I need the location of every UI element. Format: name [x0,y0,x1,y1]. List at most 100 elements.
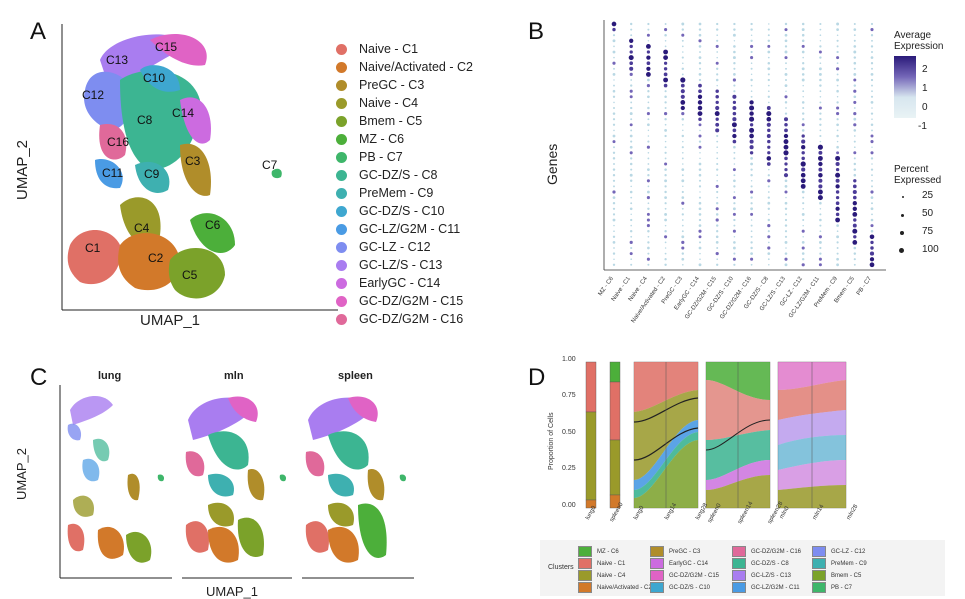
cluster-label-c11: C11 [102,166,124,180]
dot [629,207,633,211]
dot [612,196,616,199]
dot [716,34,719,37]
dot [612,34,616,37]
size-dot-25 [902,196,904,198]
dot [871,84,873,87]
dot [716,179,719,182]
dot [716,196,719,199]
dot [871,107,873,109]
dot [853,22,856,26]
dot [733,191,736,193]
legend-d-swatch [732,582,746,593]
dot [836,50,839,54]
dot [612,73,616,76]
dot [802,90,805,93]
dot [750,235,753,238]
dot [870,190,874,194]
dot [733,67,736,70]
dot [870,101,874,104]
dot [663,72,668,77]
dot [870,62,874,65]
dot [664,179,668,183]
dot [647,22,650,26]
dot [869,234,875,240]
dot [698,123,702,127]
dot [802,236,804,238]
dot [853,135,856,137]
dot [732,212,736,216]
dot [784,179,788,183]
dot [612,50,616,54]
legend-d-swatch [812,570,826,581]
dot [681,117,685,121]
facet-spleen [302,396,414,579]
dot [819,22,822,26]
dot [663,67,668,71]
dot [714,111,720,117]
legend-d-swatch [650,582,664,593]
legend-dot [336,205,347,217]
legend-label: GC-DZ/S - C10 [359,204,445,218]
dot [870,112,874,115]
dot [819,56,822,59]
dot [699,129,701,132]
dot [629,145,633,149]
dot [716,168,719,171]
dot [681,67,685,71]
dot [646,190,650,194]
legend-d-item: GC-DZ/S - C8 [732,558,789,569]
dot [647,152,650,154]
dot [853,157,856,160]
dot [733,45,736,48]
dot [818,106,822,110]
dot [612,140,616,144]
dot [664,241,667,244]
dot [767,56,770,59]
dot [801,212,805,216]
dot [767,201,771,205]
dot [784,185,788,188]
dot [699,252,701,255]
size-legend-title: Percent Expressed [894,164,942,186]
dot [784,263,788,267]
dot [819,213,822,216]
dot [767,73,770,76]
dot [698,173,702,177]
dot [852,184,857,189]
dot [852,228,858,234]
dot [629,72,633,76]
dot [663,61,668,65]
dot [836,134,839,138]
dot [801,39,805,43]
dot [715,78,719,82]
dot [612,134,616,138]
dot [836,67,840,71]
dot [783,133,789,139]
dot [767,145,771,149]
dot [629,50,633,54]
dot [835,190,840,194]
legend-item: PreGC - C3 [336,76,424,94]
dot [819,129,822,132]
dot [699,157,701,160]
dot [715,61,719,65]
dot [681,207,684,210]
dot [801,263,805,267]
dot [698,168,702,171]
dot [646,212,650,216]
dot [698,207,702,211]
dot [698,246,702,250]
dot [681,39,684,42]
dot [664,146,667,149]
dot [801,44,805,48]
dot [785,213,787,216]
dot [818,150,823,155]
dot [749,127,755,133]
dot [819,90,822,93]
dot [715,241,719,244]
dot [716,84,718,87]
size-legend-50: 50 [922,208,934,219]
dot [767,78,770,82]
dot [750,180,753,182]
cluster-label-c9: C9 [144,167,160,181]
